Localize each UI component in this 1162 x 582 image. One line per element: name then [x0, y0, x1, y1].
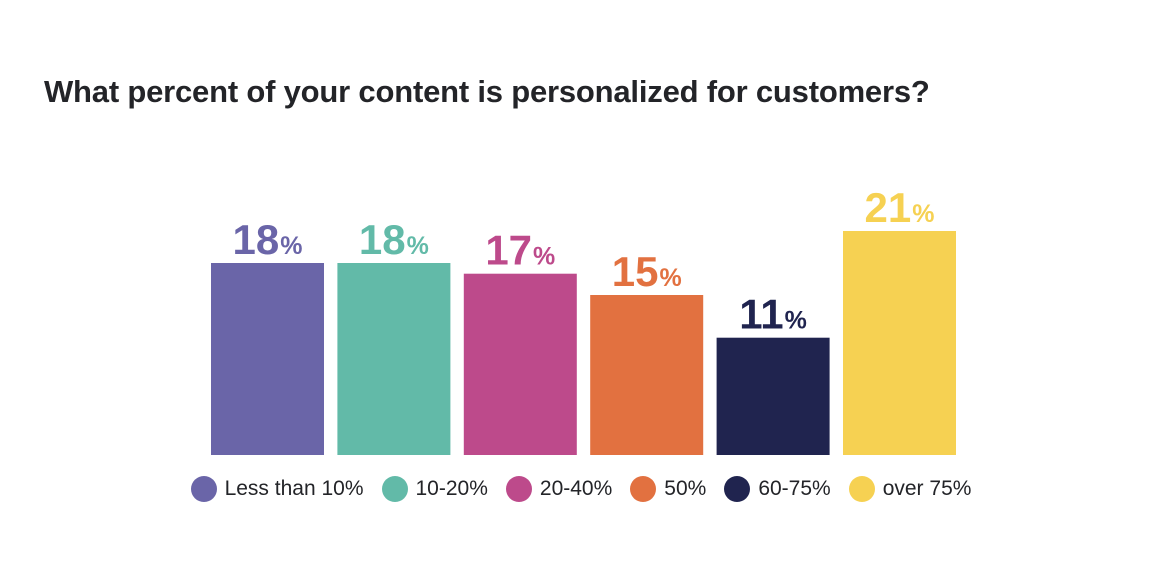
bar-4 [590, 295, 704, 455]
legend-swatch [724, 476, 751, 502]
bar-value-unit: % [407, 232, 429, 260]
legend-swatch [505, 476, 532, 502]
bar-1 [211, 263, 324, 455]
legend-item-2: 10-20% [381, 476, 488, 502]
legend-item-3: 20-40% [505, 476, 613, 502]
bar-value-number: 21 [865, 184, 912, 231]
bar-value-label-1: 18% [233, 216, 303, 263]
bar-value-unit: % [659, 264, 681, 292]
legend-label: 50% [664, 477, 707, 500]
bar-value-number: 18 [359, 216, 406, 263]
bar-value-number: 18 [233, 216, 280, 263]
legend-label: 10-20% [415, 477, 488, 500]
bar-value-unit: % [912, 200, 934, 228]
legend-swatch [381, 476, 408, 502]
bar-value-label-5: 11% [739, 291, 807, 338]
bar-2 [337, 263, 451, 455]
legend-swatch [630, 476, 657, 502]
bar-value-number: 11 [739, 291, 783, 338]
legend-swatch [848, 476, 875, 502]
bar-value-unit: % [280, 232, 302, 260]
legend-label: over 75% [882, 477, 972, 500]
bar-chart: 18% 18% 17% 15%11%21% [211, 184, 956, 455]
legend-item-4: 50% [630, 476, 706, 502]
bar-value-label-4: 15% [612, 248, 682, 295]
legend-item-5: 60-75% [724, 476, 831, 502]
bar-value-label-2: 18% [359, 216, 429, 263]
bar-value-label-3: 17% [485, 227, 555, 274]
bar-6 [843, 231, 956, 455]
legend-label: Less than 10% [224, 477, 364, 500]
bar-value-label-6: 21% [865, 184, 935, 231]
bar-5 [716, 337, 830, 455]
bar-value-number: 15 [612, 248, 659, 295]
bar-value-number: 17 [485, 227, 532, 274]
chart-title: What percent of your content is personal… [44, 74, 930, 109]
legend-label: 60-75% [758, 477, 831, 500]
bar-3 [463, 273, 577, 455]
chart-legend: Less than 10% 10-20% 20-40% 50% 60-75% over 7… [0, 476, 1162, 502]
bar-value-unit: % [533, 243, 555, 271]
legend-swatch [190, 476, 217, 502]
legend-label: 20-40% [539, 477, 613, 500]
bar-value-unit: % [785, 307, 807, 335]
legend-item-6: over 75% [848, 476, 972, 502]
legend-item-1: Less than 10% [190, 476, 364, 502]
